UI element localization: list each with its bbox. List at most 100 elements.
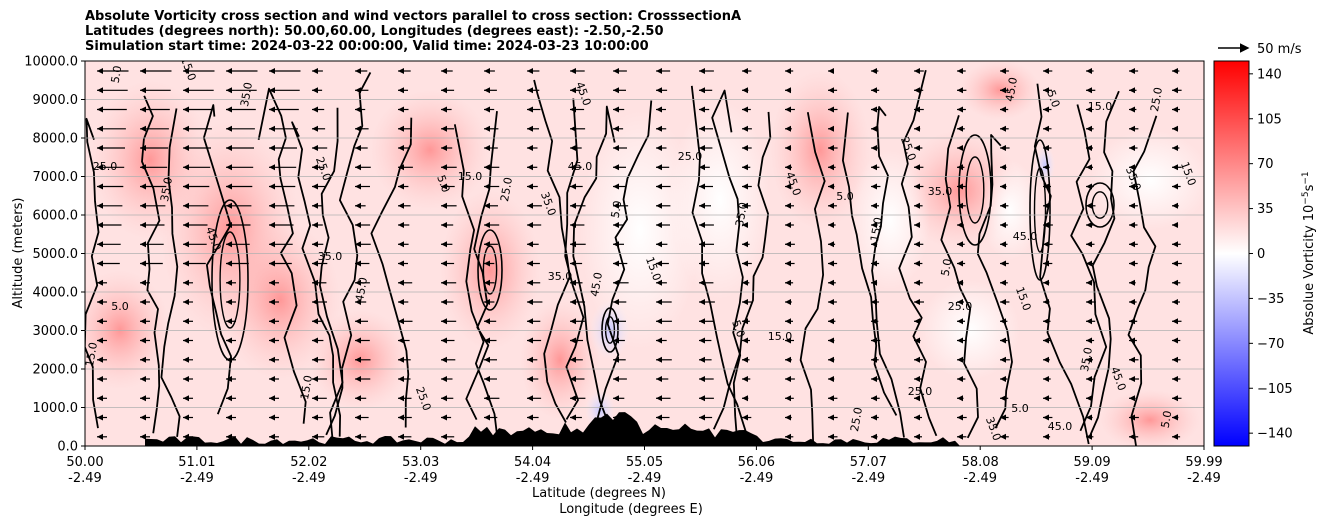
x-tick-label-lon-7: -2.49 (851, 471, 885, 486)
wind-vector-head-478 (871, 395, 877, 402)
wind-vector-head-384 (312, 337, 318, 344)
quiver-key-label: 50 m/s (1257, 42, 1302, 57)
wind-vector-head-170 (398, 183, 404, 190)
wind-vector-head-133 (1129, 145, 1135, 151)
wind-vector-head-266 (1043, 241, 1049, 248)
wind-vector-head-141 (312, 164, 318, 171)
wind-vector-head-159 (1086, 164, 1092, 171)
colorbar-label-s: s (1302, 184, 1317, 191)
wind-vector-head-505 (871, 414, 877, 421)
wind-vector-head-82 (97, 125, 103, 132)
wind-vector-head-522 (441, 433, 447, 440)
wind-vector-head-76 (1000, 106, 1006, 113)
wind-vector-head-373 (1000, 318, 1006, 325)
wind-vector-head-18 (828, 68, 834, 74)
wind-vector-head-422 (785, 356, 791, 363)
wind-vector-head-137 (140, 164, 146, 171)
wind-vector-head-26 (1172, 68, 1178, 74)
wind-vector-head-483 (1086, 395, 1092, 402)
wind-vector-head-51 (1086, 87, 1092, 94)
colorbar-tick-label-0: 140 (1257, 67, 1282, 82)
wind-vector-head-320 (1043, 279, 1049, 286)
wind-vector-head-474 (699, 395, 705, 402)
contour-label-47: 25.0 (908, 385, 933, 398)
wind-vector-head-245 (140, 241, 146, 248)
wind-vector-head-413 (398, 356, 404, 363)
wind-vector-head-48 (957, 87, 963, 94)
wind-vector-head-229 (613, 222, 619, 228)
wind-vector-head-134 (1172, 145, 1178, 151)
wind-vector-head-341 (785, 299, 791, 305)
wind-vector-head-286 (742, 260, 748, 267)
wind-vector-head-445 (613, 376, 619, 382)
wind-vector-head-230 (656, 222, 662, 228)
vorticity-field (85, 61, 1204, 446)
wind-vector-head-289 (871, 260, 877, 267)
wind-vector-head-309 (570, 279, 576, 286)
wind-vector-head-120 (570, 145, 576, 151)
wind-vector-head-225 (441, 222, 447, 228)
wind-vector-head-501 (699, 414, 705, 421)
wind-vector-head-1 (97, 68, 103, 74)
wind-vector-head-100 (871, 125, 877, 132)
wind-vector-head-442 (484, 376, 490, 382)
wind-vector-head-61 (355, 106, 361, 113)
field-blob-5 (370, 90, 490, 210)
wind-vector-head-196 (355, 202, 361, 209)
wind-vector-head-482 (1043, 395, 1049, 402)
wind-vector-head-299 (140, 279, 146, 286)
wind-vector-head-278 (398, 260, 404, 267)
contour-line-5 (291, 121, 341, 437)
wind-vector-head-172 (484, 183, 490, 190)
wind-vector-head-66 (570, 106, 576, 113)
wind-vector-head-369 (828, 318, 834, 325)
wind-vector-head-34 (355, 87, 361, 94)
wind-vector-head-191 (140, 202, 146, 209)
wind-vector-head-152 (785, 164, 791, 171)
wind-vector-head-471 (570, 395, 576, 402)
wind-vector-head-136 (97, 164, 103, 171)
wind-vector-head-469 (484, 395, 490, 402)
wind-vector-head-24 (1086, 68, 1092, 74)
wind-vector-head-462 (183, 395, 189, 402)
contour-line-13 (572, 105, 616, 423)
x-axis-label-longitude: Longitude (degrees E) (559, 502, 703, 517)
wind-vector-head-386 (398, 337, 404, 344)
x-tick-label-lat-6: 56.06 (738, 455, 775, 470)
wind-vector-head-208 (871, 202, 877, 209)
wind-vector-head-490 (226, 414, 232, 421)
wind-vector-head-456 (1086, 376, 1092, 382)
wind-vector-head-423 (828, 356, 834, 363)
contour-label-5: 5.0 (111, 300, 129, 313)
wind-vector-head-228 (570, 222, 576, 228)
wind-vector-head-458 (1172, 376, 1178, 382)
wind-vector-head-477 (828, 395, 834, 402)
wind-vector-head-379 (97, 337, 103, 344)
wind-vector-head-313 (742, 279, 748, 286)
wind-vector-head-149 (656, 164, 662, 171)
wind-vector-head-201 (570, 202, 576, 209)
x-tick-label-lat-2: 52.02 (290, 455, 327, 470)
wind-vector-head-234 (828, 222, 834, 228)
wind-vector-head-294 (1086, 260, 1092, 267)
wind-vector-head-416 (527, 356, 533, 363)
colorbar-label-exp: −5 (1301, 191, 1311, 204)
wind-vector-head-344 (914, 299, 920, 305)
terrain (145, 412, 960, 446)
wind-vector-head-375 (1086, 318, 1092, 325)
wind-vector-head-323 (1172, 279, 1178, 286)
wind-vector-head-187 (1129, 183, 1135, 190)
wind-vector-head-79 (1129, 106, 1135, 113)
wind-vector-head-343 (871, 299, 877, 305)
wind-vector-head-153 (828, 164, 834, 171)
y-tick-label-5: 5000.0 (33, 247, 79, 262)
y-axis-label: Altitude (meters) (11, 198, 26, 309)
contour-label-18: 35.0 (733, 201, 750, 227)
wind-vector-head-509 (1043, 414, 1049, 421)
wind-vector-head-387 (441, 337, 447, 344)
wind-vector-head-249 (312, 241, 318, 248)
x-tick-label-lon-9: -2.49 (1075, 471, 1109, 486)
wind-vector-head-345 (957, 299, 963, 305)
contour-line-22 (940, 115, 979, 439)
x-tick-label-lat-7: 57.07 (850, 455, 887, 470)
